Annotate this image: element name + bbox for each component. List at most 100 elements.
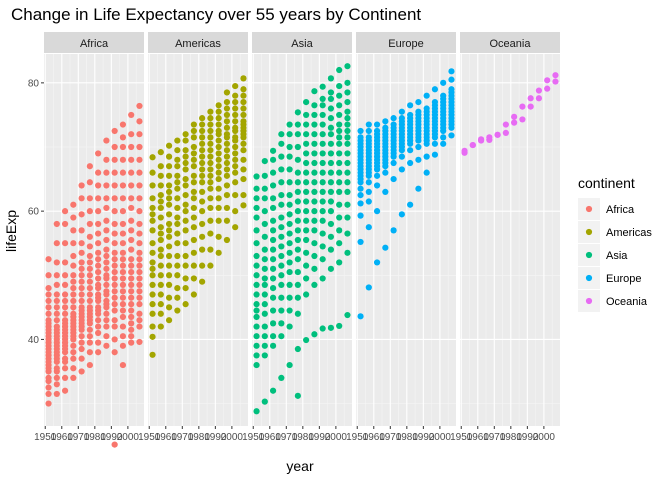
data-point xyxy=(261,281,268,288)
data-point xyxy=(240,140,247,147)
data-point xyxy=(327,324,335,331)
data-point xyxy=(190,179,197,186)
data-point xyxy=(182,182,189,189)
data-point xyxy=(431,86,439,93)
data-point xyxy=(303,188,310,195)
data-point xyxy=(286,361,293,369)
data-point xyxy=(319,102,326,109)
data-point xyxy=(165,317,173,324)
data-point xyxy=(278,179,285,186)
data-point xyxy=(232,99,239,106)
data-point xyxy=(336,111,343,119)
data-point xyxy=(527,95,534,102)
data-point xyxy=(365,198,372,205)
data-point xyxy=(278,192,285,199)
data-point xyxy=(190,262,197,269)
data-point xyxy=(215,115,222,122)
data-point xyxy=(199,246,206,253)
data-point xyxy=(240,156,247,163)
data-point xyxy=(269,156,277,163)
data-point xyxy=(157,163,164,170)
data-point xyxy=(136,169,143,176)
data-point xyxy=(253,333,260,340)
data-point xyxy=(319,159,326,167)
data-point xyxy=(157,281,164,288)
data-point xyxy=(278,166,285,173)
data-point xyxy=(157,252,164,260)
legend-item-asia: Asia xyxy=(578,244,628,266)
data-point xyxy=(111,262,118,269)
data-point xyxy=(86,326,93,333)
data-point xyxy=(199,278,206,285)
data-point xyxy=(311,169,318,176)
data-point xyxy=(311,188,318,195)
data-point xyxy=(165,163,173,170)
data-point xyxy=(461,147,468,154)
data-point xyxy=(215,127,222,135)
data-point xyxy=(336,127,343,135)
data-point xyxy=(207,147,214,154)
data-point xyxy=(165,281,173,288)
data-point xyxy=(95,249,102,256)
data-point xyxy=(223,153,231,160)
data-point xyxy=(78,333,85,340)
data-point xyxy=(327,131,335,138)
data-point xyxy=(261,265,268,272)
data-point xyxy=(95,268,102,276)
data-point xyxy=(199,198,206,205)
data-point xyxy=(269,182,277,189)
data-point xyxy=(311,88,318,95)
data-point xyxy=(269,275,277,282)
data-point xyxy=(423,169,430,176)
data-point xyxy=(319,198,326,205)
x-tick-label: 1990 xyxy=(516,432,539,443)
data-point xyxy=(303,208,310,215)
data-point xyxy=(278,131,285,138)
data-point xyxy=(303,227,310,234)
data-point xyxy=(103,288,110,295)
data-point xyxy=(174,240,181,247)
data-point xyxy=(261,398,268,405)
data-point xyxy=(157,236,164,244)
data-point xyxy=(294,236,301,244)
x-tick-label: 2000 xyxy=(429,432,452,443)
data-point xyxy=(207,108,214,115)
data-point xyxy=(311,111,318,119)
data-point xyxy=(182,217,189,224)
data-point xyxy=(215,233,222,240)
data-point xyxy=(45,390,52,398)
data-point xyxy=(269,217,277,224)
data-point xyxy=(423,92,430,99)
data-point xyxy=(253,313,260,321)
data-point xyxy=(269,204,277,212)
data-point xyxy=(319,140,326,147)
data-point xyxy=(311,227,318,234)
points-europe xyxy=(357,68,455,320)
data-point xyxy=(190,224,197,231)
data-point xyxy=(269,342,277,349)
data-point xyxy=(119,342,127,349)
data-point xyxy=(165,172,173,179)
data-point xyxy=(390,227,397,234)
data-point xyxy=(294,208,301,215)
data-point xyxy=(45,272,52,279)
data-point xyxy=(182,275,189,282)
data-point xyxy=(232,163,239,170)
data-point xyxy=(253,291,260,298)
data-point xyxy=(223,99,231,106)
panel-background xyxy=(356,54,456,426)
legend-label: Asia xyxy=(606,250,628,262)
data-point xyxy=(223,204,231,212)
data-point xyxy=(286,249,293,256)
data-point xyxy=(303,217,310,224)
data-point xyxy=(303,131,310,138)
data-point xyxy=(365,284,372,291)
data-point xyxy=(149,169,156,176)
data-point xyxy=(294,121,301,128)
data-point xyxy=(303,262,310,269)
data-point xyxy=(223,182,231,189)
y-axis: 40 60 80 xyxy=(28,78,44,346)
data-point xyxy=(111,336,118,343)
data-point xyxy=(111,156,118,163)
